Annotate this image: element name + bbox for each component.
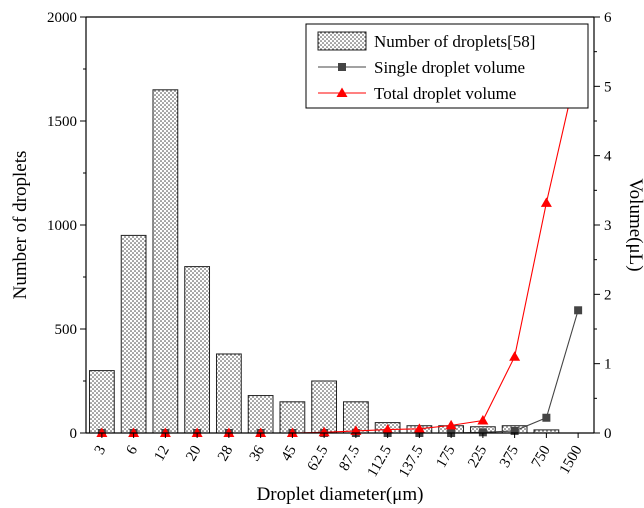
y-tick-label: 1000	[47, 218, 77, 234]
x-tick-label: 12	[151, 443, 172, 464]
x-tick-label: 87.5	[336, 443, 363, 474]
x-tick-label: 112.5	[365, 443, 395, 480]
bar-6	[120, 234, 147, 434]
y-tick-label: 2000	[47, 10, 77, 26]
x-tick-label: 6	[123, 443, 141, 458]
total-droplet-volume-point	[413, 423, 425, 433]
legend-label: Total droplet volume	[374, 84, 516, 103]
y-tick-label: 1500	[47, 114, 77, 130]
bar-20	[184, 266, 211, 434]
x-tick-label: 225	[465, 443, 490, 470]
total-droplet-volume-point	[445, 419, 457, 430]
y2-tick-label: 5	[604, 79, 612, 95]
total-droplet-volume-point	[318, 426, 330, 437]
y2-tick-label: 3	[604, 218, 612, 234]
y2-tick-label: 6	[604, 10, 612, 26]
legend-swatch-marker	[338, 63, 346, 71]
x-tick-label: 28	[215, 443, 236, 464]
y2-tick-label: 4	[604, 149, 612, 165]
legend: Number of droplets[58] Single droplet vol…	[305, 23, 589, 109]
total-droplet-volume-point	[96, 427, 108, 437]
x-tick-label: 20	[183, 443, 204, 464]
bar-3	[88, 370, 115, 434]
y2-tick-label: 2	[604, 287, 612, 303]
y-tick-label: 0	[70, 426, 78, 442]
x-tick-label: 1500	[557, 443, 586, 477]
bar-28	[215, 353, 242, 434]
x-axis-title: Droplet diameter(μm)	[257, 484, 424, 505]
total-droplet-volume-point	[159, 427, 171, 437]
x-tick-label: 750	[529, 443, 554, 470]
total-droplet-volume-point	[223, 427, 235, 437]
legend-label: Single droplet volume	[374, 58, 525, 77]
y-axis-title: Number of droplets	[10, 151, 31, 300]
x-tick-label: 175	[433, 443, 458, 470]
legend-swatch-bar	[317, 31, 367, 51]
legend-label: Number of droplets[58]	[374, 32, 535, 51]
legend-swatch-marker	[336, 87, 348, 97]
x-tick-label: 3	[92, 443, 110, 457]
bar-36	[247, 395, 274, 434]
bar-12	[152, 89, 179, 434]
bar-62.5	[311, 380, 338, 434]
total-droplet-volume-point	[286, 427, 298, 437]
total-droplet-volume-point	[477, 415, 489, 425]
y-tick-label: 500	[55, 322, 78, 338]
x-tick-label: 137.5	[396, 443, 427, 480]
x-tick-label: 36	[247, 443, 269, 464]
total-droplet-volume-point	[540, 197, 552, 207]
y2-axis-title: Volume(μL)	[625, 178, 644, 271]
x-tick-label: 375	[497, 443, 522, 470]
single-droplet-volume-point	[510, 426, 519, 435]
x-tick-label: 45	[278, 443, 299, 464]
x-tick-label: 62.5	[305, 443, 332, 474]
single-droplet-volume-point	[574, 306, 583, 315]
total-droplet-volume-point	[191, 427, 203, 437]
y2-tick-label: 1	[604, 357, 612, 373]
y2-tick-label: 0	[604, 426, 612, 442]
total-droplet-volume-point	[128, 427, 140, 437]
single-droplet-volume-point	[542, 413, 551, 422]
single-droplet-volume-point	[478, 428, 487, 437]
total-droplet-volume-point	[255, 427, 267, 437]
total-droplet-volume-point	[382, 424, 394, 434]
total-droplet-volume-point	[509, 351, 521, 361]
bars-layer	[88, 89, 560, 434]
